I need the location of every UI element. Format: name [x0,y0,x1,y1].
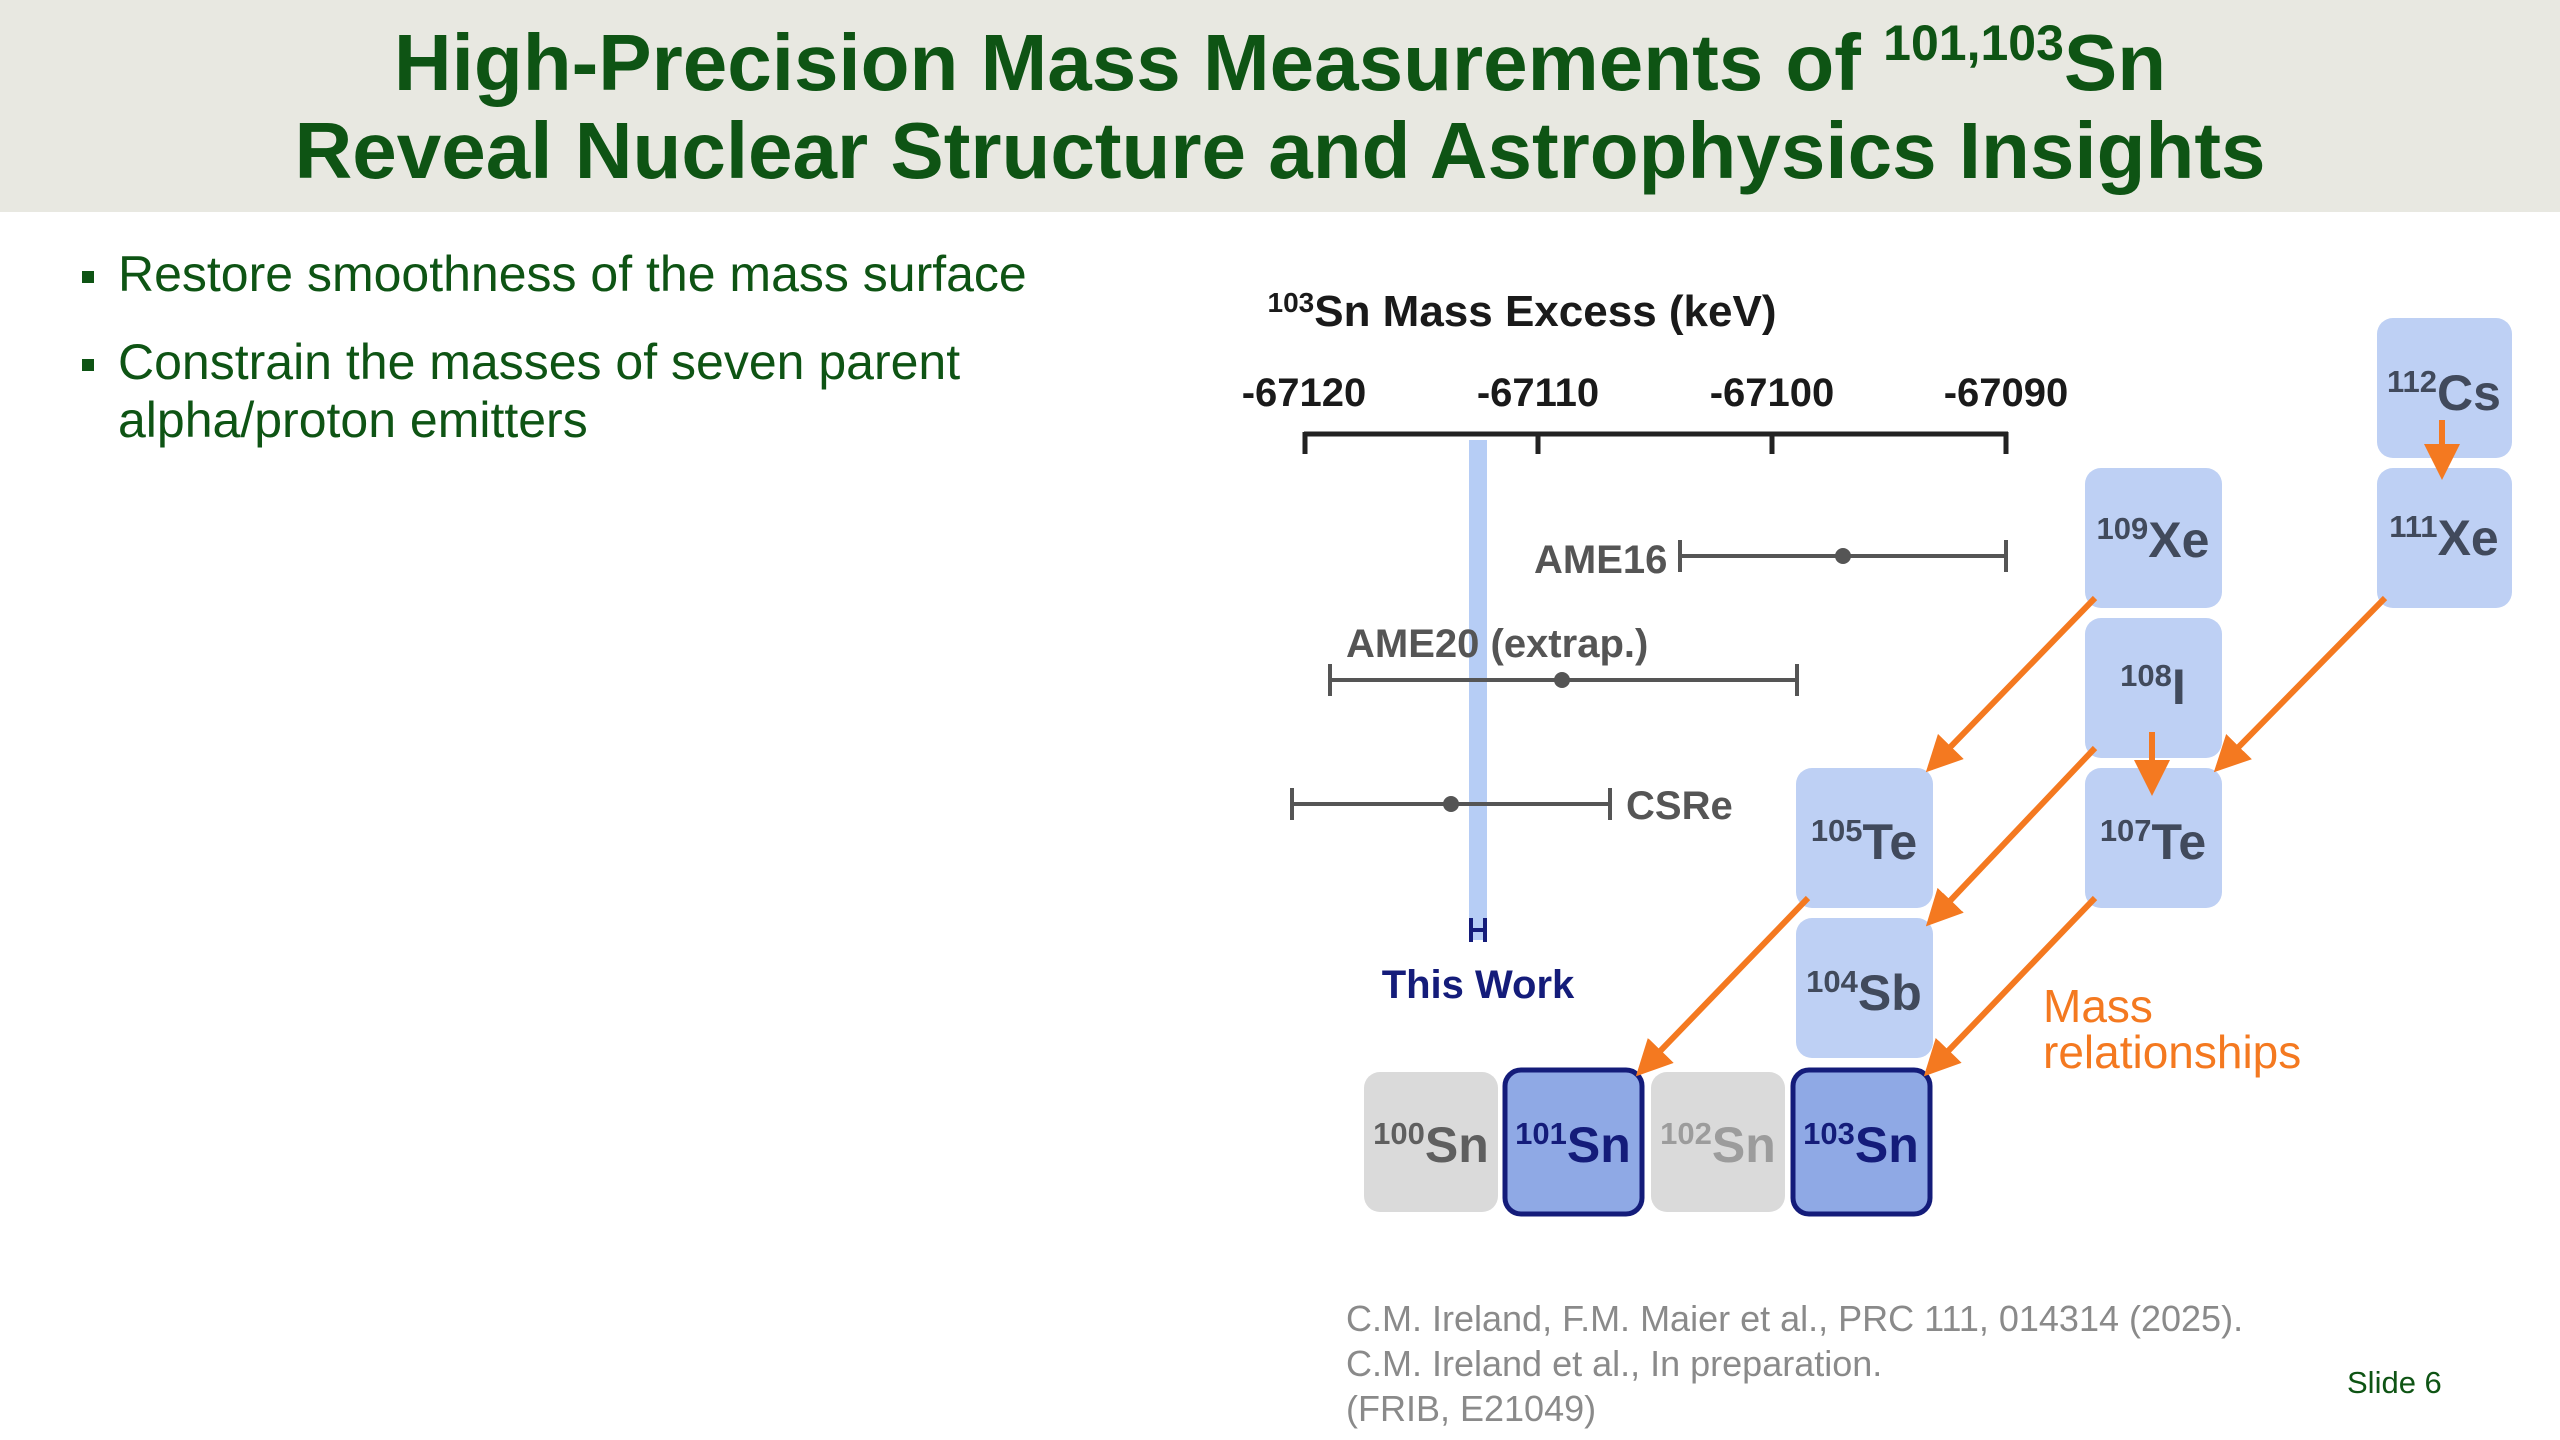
svg-text:100Sn: 100Sn [1373,1116,1489,1173]
ame20-errorbar [1328,664,1799,696]
nuclide-box-108i: 108I [2085,618,2222,758]
slide-number: Slide 6 [2347,1365,2442,1400]
svg-text:102Sn: 102Sn [1660,1116,1776,1173]
svg-text:107Te: 107Te [2100,813,2206,870]
citation-line: C.M. Ireland, F.M. Maier et al., PRC 111… [1346,1298,2244,1339]
tick-label: -67100 [1710,371,1835,415]
nuclide-box-100sn: 100Sn [1364,1072,1498,1212]
tick-label: -67120 [1242,371,1367,415]
nuclide-box-104sb: 104Sb [1796,918,1933,1058]
svg-text:112Cs: 112Cs [2387,364,2501,421]
tick-label: -67110 [1477,371,1599,415]
svg-text:111Xe: 111Xe [2389,509,2498,566]
arrow-105te-101sn [1635,895,1811,1077]
mass-relationships-label-line1: Mass [2043,980,2153,1032]
arrow-109xe-105te [1925,595,2098,773]
this-work-band [1469,440,1487,940]
mass-relationship-arrows [1635,420,2460,1077]
bullet-marker [82,271,94,283]
slide-title-line-1: High-Precision Mass Measurements of 101,… [393,15,2167,107]
svg-text:103Sn: 103Sn [1803,1116,1919,1173]
svg-text:108I: 108I [2120,658,2186,715]
csre-label: CSRe [1626,784,1733,828]
axis-ticks: -67120 -67110 -67100 -67090 [1242,371,2069,454]
arrow-111xe-107te [2213,595,2388,773]
svg-text:104Sb: 104Sb [1806,964,1922,1021]
bullet-item: Constrain the masses of seven parent alp… [82,333,1142,449]
mass-relationships-label-line2: relationships [2043,1026,2301,1078]
bullet-marker [82,359,94,371]
nuclide-box-102sn: 102Sn [1651,1072,1785,1212]
ame16-label: AME16 [1534,538,1667,582]
nuclide-box-107te: 107Te [2085,768,2222,908]
svg-text:101Sn: 101Sn [1515,1116,1631,1173]
citation-line: (FRIB, E21049) [1346,1388,1597,1429]
nuclide-box-103sn: 103Sn [1790,1067,1933,1217]
this-work-errorbar [1469,918,1487,942]
svg-text:109Xe: 109Xe [2097,511,2210,568]
slide-title-line-2: Reveal Nuclear Structure and Astrophysic… [294,106,2266,195]
title-superscript: 101,103 [1883,15,2064,71]
title-bar: High-Precision Mass Measurements of 101,… [0,0,2560,212]
arrow-108i-104sb [1925,745,2098,927]
axis-title: 103Sn Mass Excess (keV) [1268,287,1777,336]
ame16-errorbar [1678,540,2008,572]
nuclide-box-112cs: 112Cs [2377,318,2512,458]
citation-line: C.M. Ireland et al., In preparation. [1346,1343,1883,1384]
bullet-item: Restore smoothness of the mass surface [82,245,1142,303]
arrow-107te-103sn [1923,895,2098,1077]
citation-block: C.M. Ireland, F.M. Maier et al., PRC 111… [1346,1296,2243,1431]
bullet-list: Restore smoothness of the mass surface C… [82,245,1142,479]
nuclide-box-109xe: 109Xe [2085,468,2222,608]
csre-errorbar [1290,788,1612,820]
tick-label: -67090 [1944,371,2069,415]
nuclide-box-101sn: 101Sn [1502,1067,1645,1217]
svg-text:105Te: 105Te [1811,813,1917,870]
ame20-label: AME20 (extrap.) [1346,622,1648,666]
nuclide-box-105te: 105Te [1796,768,1933,908]
nuclide-box-111xe: 111Xe [2377,468,2512,608]
this-work-label: This Work [1382,963,1575,1007]
